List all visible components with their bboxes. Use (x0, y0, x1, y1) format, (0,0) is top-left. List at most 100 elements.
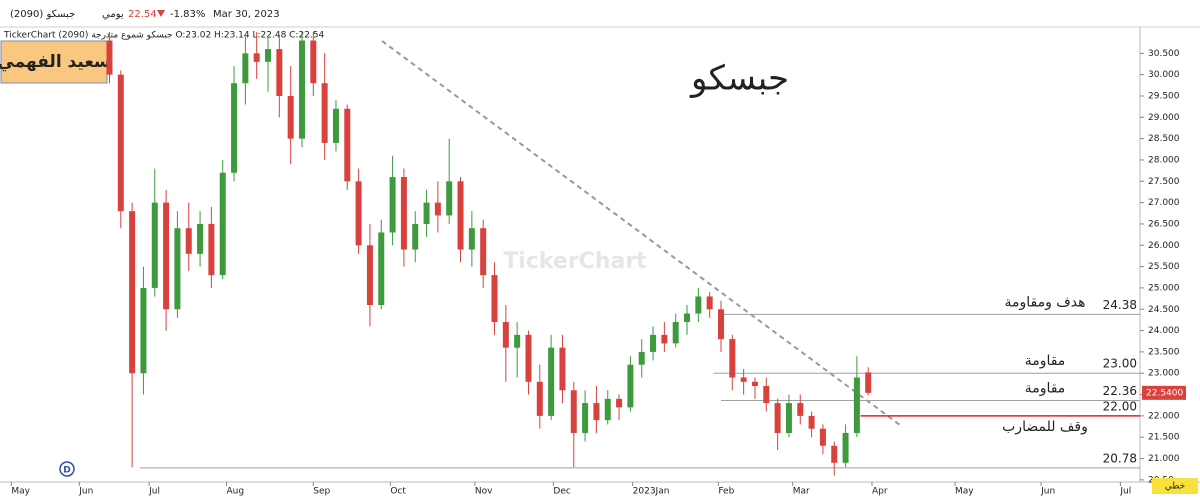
header-change: -1.83% (170, 9, 205, 20)
candle-body (423, 202, 430, 224)
candle-body (717, 309, 724, 340)
candle-body (570, 390, 577, 433)
x-tick-label: Sep (313, 487, 330, 497)
candle-body (853, 377, 860, 433)
candle-body (695, 296, 702, 314)
y-tick-label: 29.500 (1148, 91, 1180, 101)
down-arrow (157, 10, 165, 17)
y-tick-label: 24.000 (1148, 326, 1180, 336)
chart-subtitle: TickerChart جبسكو شموع متدرجة (2090) O:2… (3, 31, 325, 41)
y-tick-label: 21.000 (1148, 454, 1180, 464)
y-tick-label: 25.500 (1148, 262, 1180, 272)
y-tick-label: 23.500 (1148, 347, 1180, 357)
level-note: مقاومة (1025, 353, 1066, 369)
candle-body (276, 49, 283, 96)
candle-body (729, 339, 736, 378)
x-tick-label: 2023Jan (633, 487, 670, 497)
level-label: 22.00 (1103, 399, 1137, 413)
candle-body (627, 364, 634, 408)
candle-body (355, 181, 362, 246)
last-price-box (1142, 385, 1186, 400)
y-tick-label: 22.000 (1148, 411, 1180, 421)
level-note: وقف للمضارب (1002, 419, 1088, 435)
y-tick-label: 28.500 (1148, 134, 1180, 144)
candle-body (548, 347, 555, 416)
candle-body (638, 351, 645, 365)
y-tick-label: 25.000 (1148, 283, 1180, 293)
candle-body (219, 172, 226, 276)
candle-body (412, 223, 419, 250)
candle-body (321, 83, 328, 143)
candle-body (163, 202, 170, 310)
x-tick-label: Aug (226, 487, 244, 497)
candle-body (117, 74, 124, 212)
y-tick-label: 23.000 (1148, 369, 1180, 379)
candle-body (400, 177, 407, 250)
candle-body (231, 83, 238, 173)
candle-body (185, 228, 192, 254)
candle-body (819, 428, 826, 446)
last-price-label: 22.5400 (1146, 388, 1183, 398)
y-tick-label: 26.500 (1148, 219, 1180, 229)
candle-body (253, 53, 260, 62)
candle-body (129, 211, 136, 374)
candle-body (446, 181, 453, 216)
candle-body (740, 377, 747, 382)
candle-body (265, 49, 272, 62)
header-price: 22.54 (128, 9, 157, 20)
x-tick-label: Jun (1040, 487, 1055, 497)
style-box[interactable] (1152, 478, 1198, 494)
x-tick-label: Dec (553, 487, 570, 497)
level-label: 22.36 (1103, 384, 1137, 398)
x-tick-label: Apr (872, 487, 888, 497)
x-tick-label: May (955, 487, 974, 497)
x-tick-label: Jul (1119, 487, 1131, 497)
candle-body (310, 40, 317, 84)
x-tick-label: Jul (148, 487, 160, 497)
level-note: مقاومة (1025, 381, 1066, 397)
header-symbol: جبسكو (2090) (10, 9, 75, 20)
candle-body (536, 381, 543, 416)
candle-body (751, 381, 758, 387)
level-note: هدف ومقاومة (1004, 294, 1085, 310)
candle-body (684, 313, 691, 323)
candle-body (706, 296, 713, 310)
candle-body (774, 403, 781, 433)
level-label: 20.78 (1103, 451, 1137, 465)
y-tick-label: 24.500 (1148, 305, 1180, 315)
candle-body (332, 108, 339, 143)
x-tick-label: Feb (718, 487, 734, 497)
candle-body (151, 202, 158, 288)
chart-style[interactable]: خطي (1165, 482, 1185, 492)
candle-body (287, 95, 294, 139)
badge: سعيد الفهمي (0, 52, 111, 72)
candle-body (197, 223, 204, 254)
x-tick-label: Oct (390, 487, 406, 497)
candle-body (582, 403, 589, 433)
candle-body (831, 445, 838, 463)
candle-body (174, 228, 181, 310)
candle-body (785, 403, 792, 433)
candle-body (140, 287, 147, 374)
candle-body (468, 228, 475, 250)
candle-body (298, 40, 305, 139)
candle-body (344, 108, 351, 182)
candle-body (366, 245, 373, 305)
candle-body (457, 181, 464, 250)
candle-body (480, 228, 487, 276)
dividend-letter: D (63, 466, 70, 476)
candle-body (672, 322, 679, 344)
y-tick-label: 28.000 (1148, 155, 1180, 165)
candle-body (661, 334, 668, 344)
watermark: TickerChart (503, 249, 647, 274)
level-label: 23.00 (1103, 357, 1137, 371)
candle-body (808, 415, 815, 429)
candle-body (616, 398, 623, 408)
candle-body (604, 398, 611, 421)
x-tick-label: Jun (78, 487, 93, 497)
candle-body (865, 372, 872, 393)
candle-body (514, 334, 521, 348)
candle-body (389, 177, 396, 233)
level-label: 24.38 (1103, 298, 1137, 312)
y-tick-label: 27.000 (1148, 198, 1180, 208)
